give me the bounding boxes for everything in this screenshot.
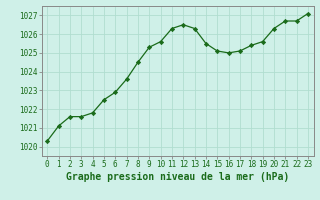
X-axis label: Graphe pression niveau de la mer (hPa): Graphe pression niveau de la mer (hPa) [66, 172, 289, 182]
